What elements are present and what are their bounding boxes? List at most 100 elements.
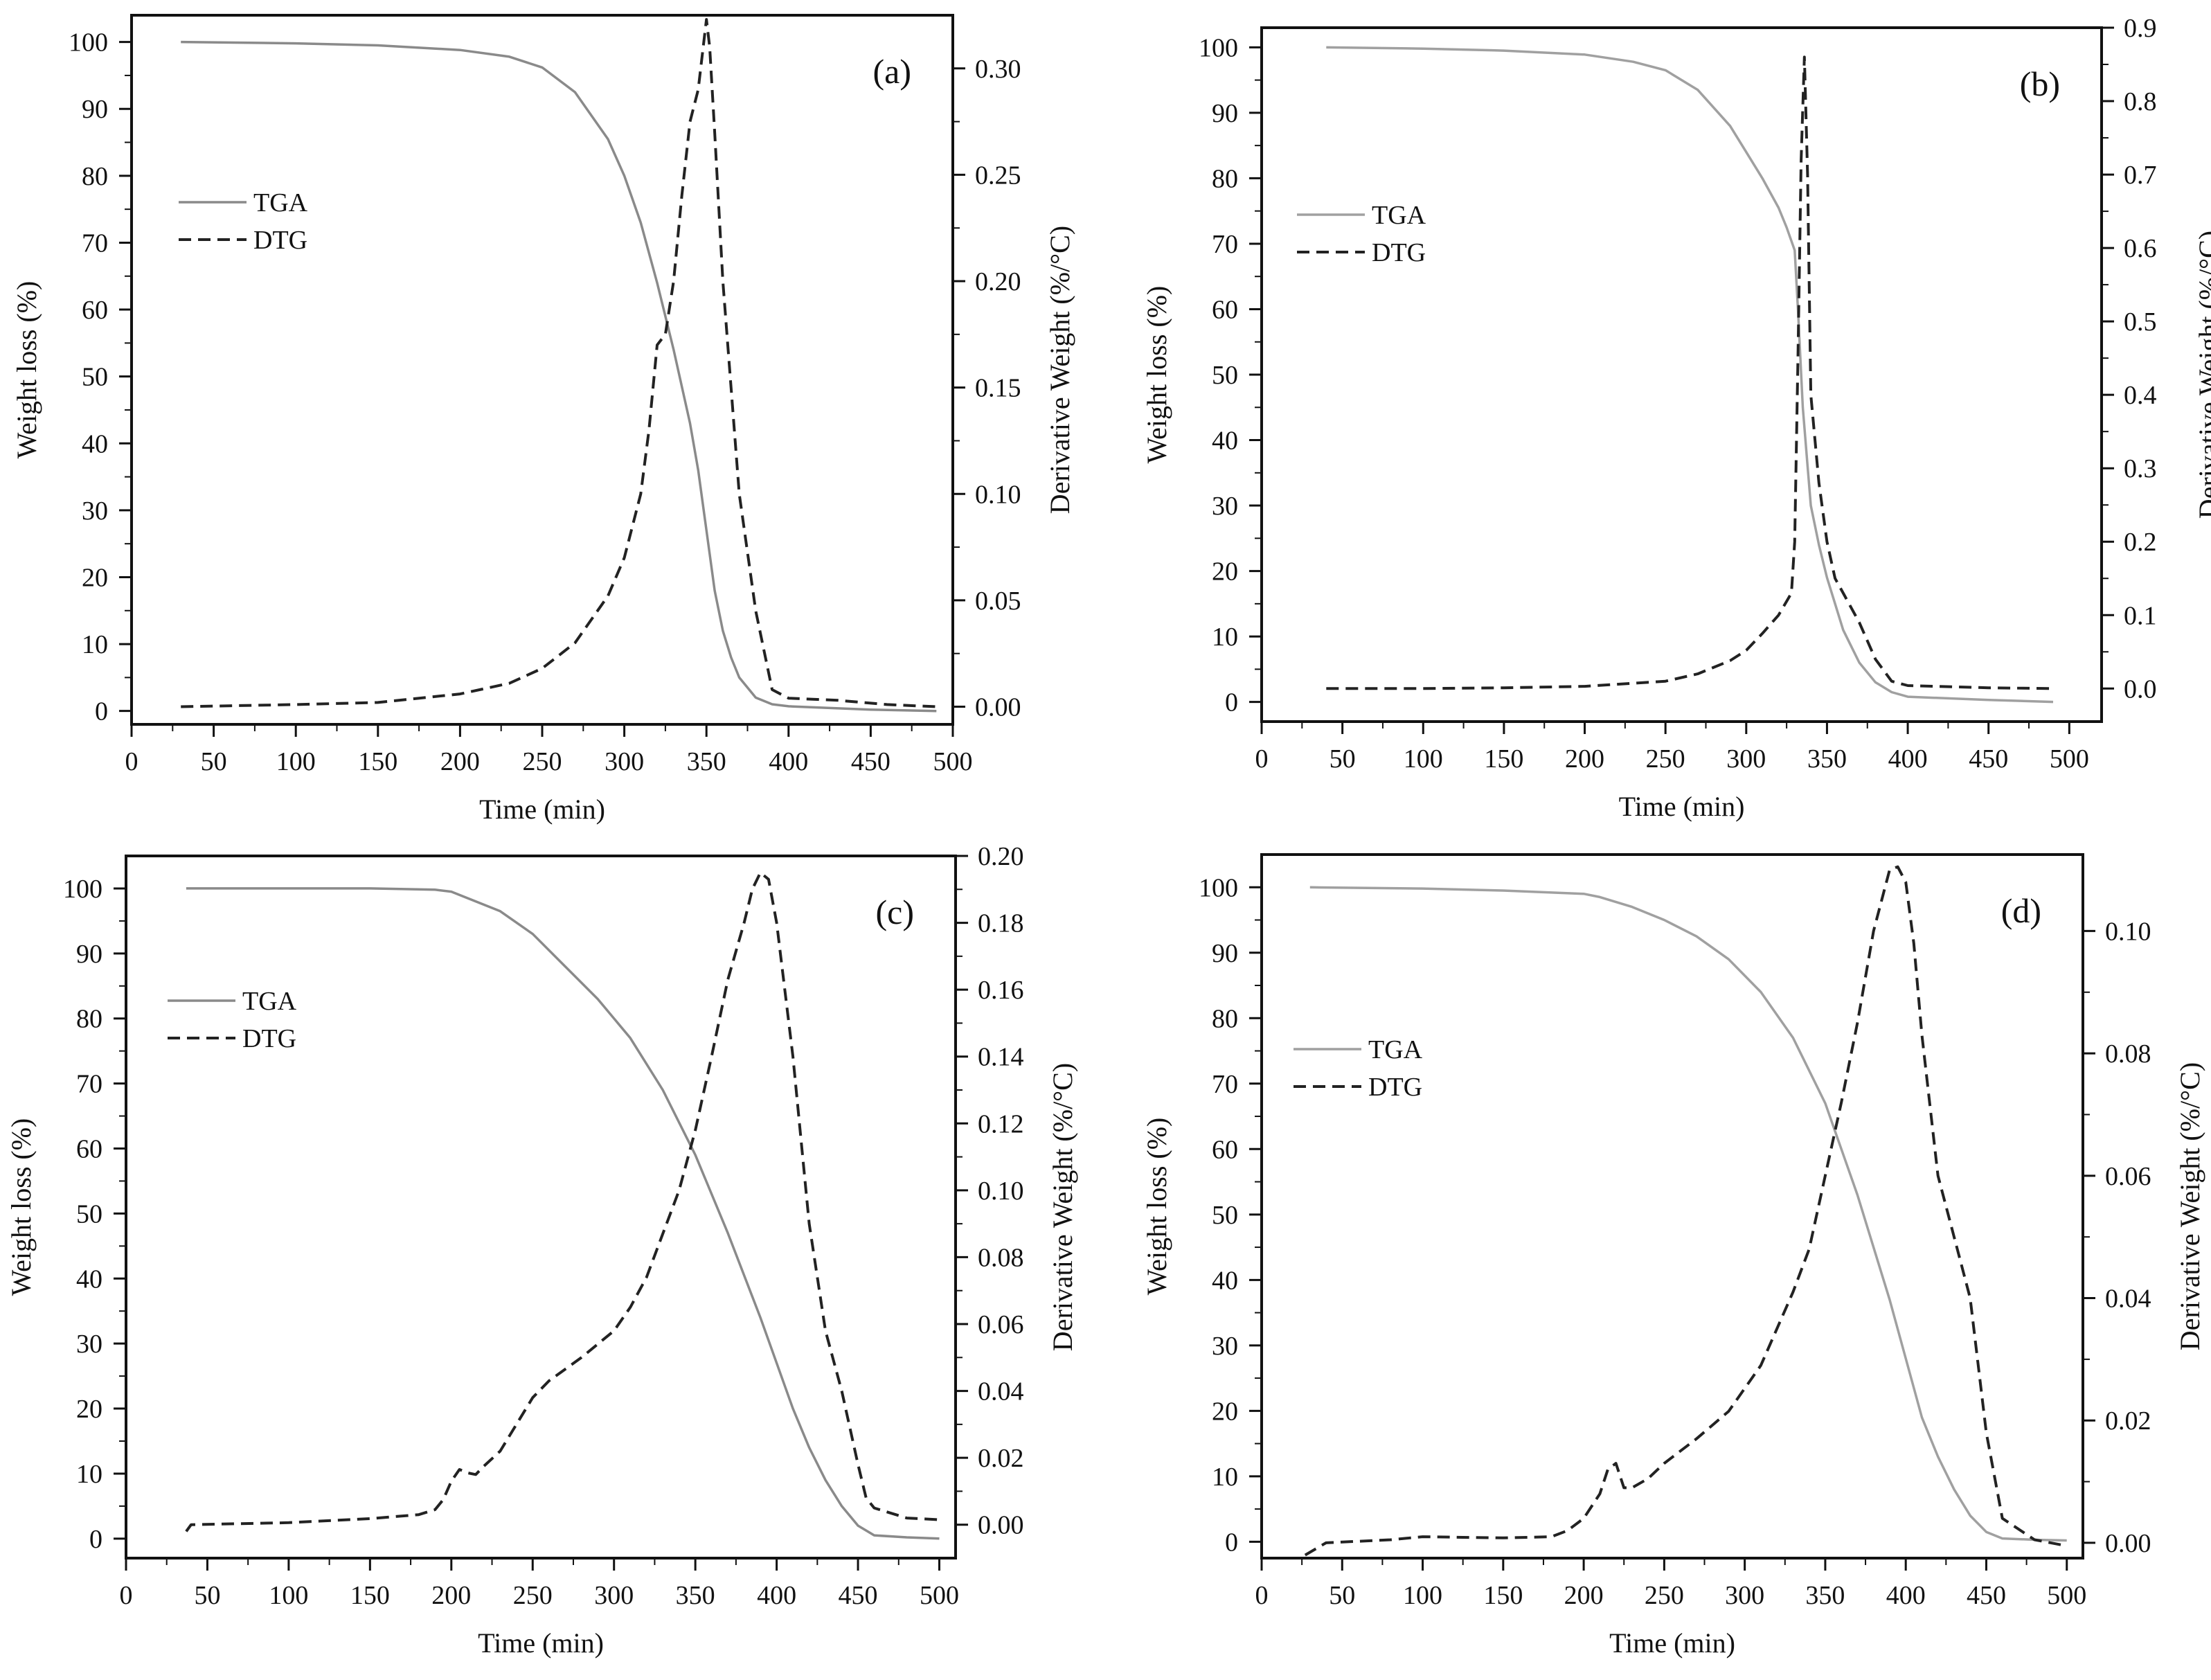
y-tick-label: 90: [82, 95, 108, 124]
x-tick-label: 450: [1967, 1581, 2006, 1610]
x-tick-label: 100: [1403, 1581, 1442, 1610]
y2-tick-label: 0.20: [975, 267, 1021, 296]
legend-label-tga: TGA: [242, 987, 297, 1016]
y-tick-label: 50: [76, 1199, 102, 1228]
x-tick-label: 300: [1725, 1581, 1764, 1610]
y2-tick-label: 0.8: [2124, 87, 2157, 116]
y2-tick-label: 0.30: [975, 55, 1021, 84]
x-axis-title: Time (min): [479, 794, 605, 825]
x-tick-label: 0: [1255, 1581, 1269, 1610]
y-tick-label: 40: [1212, 427, 1238, 456]
y-tick-label: 40: [82, 429, 108, 458]
legend-label-tga: TGA: [1368, 1035, 1423, 1064]
y-tick-label: 10: [76, 1460, 102, 1489]
y-tick-label: 90: [1212, 939, 1238, 968]
y-tick-label: 70: [76, 1070, 102, 1099]
x-tick-label: 200: [440, 747, 480, 776]
legend-label-dtg: DTG: [1368, 1073, 1422, 1102]
y2-tick-label: 0.2: [2124, 528, 2157, 557]
y-tick-label: 10: [82, 630, 108, 659]
y-tick-label: 0: [95, 697, 108, 726]
y2-tick-label: 0.06: [2105, 1162, 2151, 1191]
series-line-tga: [1326, 46, 2054, 704]
x-tick-label: 150: [358, 747, 397, 776]
y-tick-label: 80: [1212, 164, 1238, 193]
x-tick-label: 0: [120, 1581, 133, 1610]
x-axis-title: Time (min): [478, 1627, 604, 1659]
y-tick-label: 10: [1212, 623, 1238, 652]
y2-tick-label: 0.06: [978, 1310, 1024, 1339]
series-line-tga: [186, 887, 940, 1540]
x-tick-label: 200: [1564, 1581, 1604, 1610]
y-tick-label: 80: [76, 1005, 102, 1034]
y-tick-label: 60: [82, 296, 108, 325]
panel-label: (c): [876, 893, 915, 931]
chart-panel-2: 0 50 100 150 200 250 300 350 400 450 500 0 10 20 30 40 5…: [1141, 14, 2211, 822]
series-line-tga: [181, 40, 937, 713]
y2-tick-label: 0.20: [978, 842, 1024, 871]
y-tick-label: 20: [76, 1395, 102, 1424]
x-tick-label: 100: [1404, 744, 1443, 774]
y-tick-label: 20: [1212, 1397, 1238, 1426]
x-tick-label: 250: [1646, 744, 1685, 774]
panel-label: (b): [2020, 64, 2060, 103]
y2-tick-label: 0.10: [978, 1177, 1024, 1206]
x-tick-label: 350: [1805, 1581, 1845, 1610]
x-tick-label: 450: [851, 747, 890, 776]
x-tick-label: 50: [201, 747, 227, 776]
x-tick-label: 250: [513, 1581, 553, 1610]
y2-tick-label: 0.00: [978, 1511, 1024, 1540]
x-tick-label: 100: [269, 1581, 308, 1610]
y-tick-label: 70: [1212, 1070, 1238, 1099]
x-tick-label: 300: [605, 747, 644, 776]
y-tick-label: 100: [1199, 33, 1238, 62]
y-tick-label: 100: [1199, 873, 1238, 902]
series-line-dtg: [185, 871, 940, 1532]
x-tick-label: 0: [125, 747, 138, 776]
y2-tick-label: 0.0: [2124, 674, 2157, 704]
x-tick-label: 400: [757, 1581, 796, 1610]
plot-frame: [1260, 853, 2084, 1560]
y-tick-label: 50: [82, 363, 108, 392]
panel-label: (d): [2001, 891, 2041, 930]
y2-tick-label: 0.6: [2124, 234, 2157, 263]
y-tick-label: 30: [1212, 492, 1238, 521]
y-tick-label: 50: [1212, 1201, 1238, 1230]
plot-frame: [1260, 26, 2103, 723]
x-tick-label: 200: [1565, 744, 1604, 774]
y2-tick-label: 0.05: [975, 587, 1021, 616]
x-tick-label: 500: [933, 747, 973, 776]
legend-label-tga: TGA: [1372, 201, 1426, 230]
y-tick-label: 60: [1212, 1135, 1238, 1164]
y-tick-label: 50: [1212, 361, 1238, 390]
plot-frame: [130, 14, 954, 726]
y-tick-label: 80: [1212, 1004, 1238, 1033]
y2-tick-label: 0.08: [2105, 1039, 2151, 1069]
y-axis-title: Weight loss (%): [6, 1118, 37, 1296]
legend-label-tga: TGA: [253, 188, 308, 217]
x-tick-label: 50: [194, 1581, 220, 1610]
x-tick-label: 400: [769, 747, 808, 776]
y2-tick-label: 0.10: [975, 480, 1021, 509]
x-tick-label: 150: [1484, 744, 1523, 774]
series-line-dtg: [181, 18, 937, 708]
y2-tick-label: 0.18: [978, 909, 1024, 938]
panel-label: (a): [873, 52, 912, 91]
y-tick-label: 20: [82, 563, 108, 592]
y-tick-label: 90: [76, 940, 102, 969]
legend-label-dtg: DTG: [1372, 238, 1426, 267]
x-tick-label: 400: [1888, 744, 1928, 774]
x-tick-label: 500: [2047, 1581, 2086, 1610]
y2-tick-label: 0.10: [2105, 917, 2151, 946]
x-tick-label: 150: [350, 1581, 390, 1610]
x-tick-label: 300: [594, 1581, 634, 1610]
y2-tick-label: 0.4: [2124, 381, 2157, 410]
x-tick-label: 100: [276, 747, 316, 776]
y-tick-label: 100: [63, 875, 102, 904]
x-tick-label: 300: [1726, 744, 1766, 774]
legend-label-dtg: DTG: [253, 226, 307, 255]
chart-panel-3: 0 50 100 150 200 250 300 350 400 450 500 0 10 20 30 40 5…: [6, 842, 1078, 1659]
y2-tick-label: 0.1: [2124, 601, 2157, 630]
x-tick-label: 50: [1329, 1581, 1355, 1610]
